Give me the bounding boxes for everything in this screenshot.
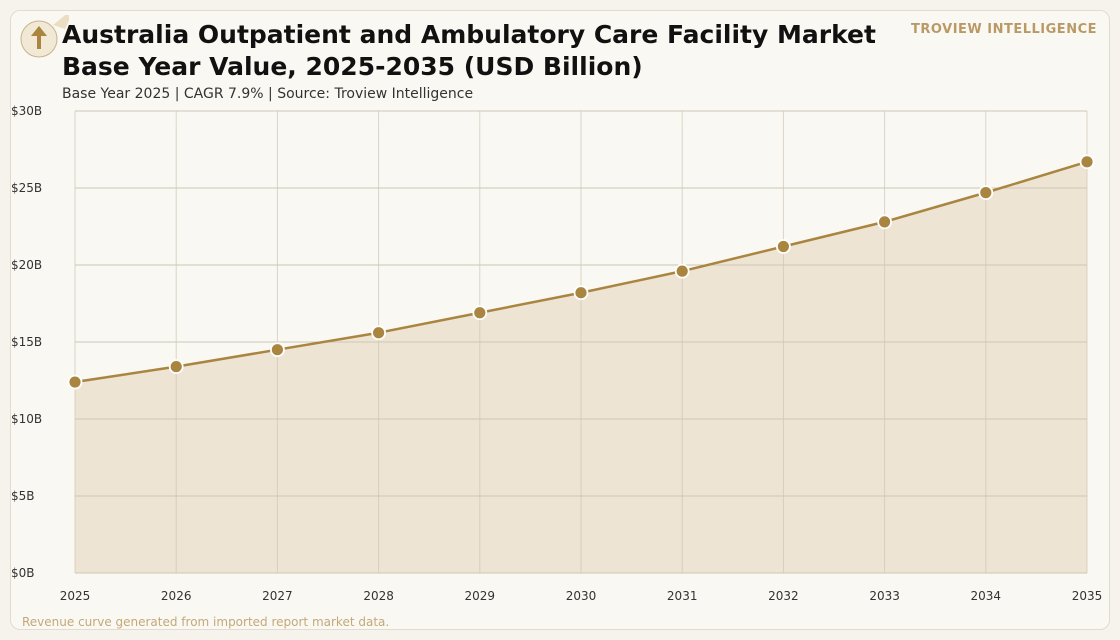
data-point — [269, 342, 285, 358]
data-point — [573, 285, 589, 301]
x-tick-label: 2029 — [465, 589, 496, 603]
chart-title-line-1: Australia Outpatient and Ambulatory Care… — [62, 20, 876, 49]
x-tick-label: 2034 — [971, 589, 1002, 603]
y-tick-label: $20B — [11, 258, 42, 272]
x-tick-label: 2031 — [667, 589, 698, 603]
data-point — [674, 263, 690, 279]
x-tick-label: 2026 — [161, 589, 192, 603]
data-point — [168, 359, 184, 375]
chart-title-line-2: Base Year Value, 2025-2035 (USD Billion) — [62, 52, 643, 81]
y-tick-label: $30B — [11, 104, 42, 118]
x-tick-label: 2030 — [566, 589, 597, 603]
area-chart: $0B $5B $10B $15B $20B $25B $30B 2025 2026 2027 20… — [11, 104, 1103, 603]
x-tick-label: 2027 — [262, 589, 293, 603]
data-point — [472, 305, 488, 321]
x-tick-label: 2025 — [60, 589, 91, 603]
x-tick-label: 2032 — [768, 589, 799, 603]
chart-subtitle: Base Year 2025 | CAGR 7.9% | Source: Tro… — [62, 86, 474, 102]
brand-label: TROVIEW INTELLIGENCE — [911, 22, 1097, 37]
y-tick-label: $5B — [11, 489, 35, 503]
data-point — [371, 325, 387, 341]
y-tick-label: $25B — [11, 181, 42, 195]
y-tick-label: $15B — [11, 335, 42, 349]
x-tick-label: 2035 — [1072, 589, 1103, 603]
data-point — [1079, 154, 1095, 170]
data-point — [978, 185, 994, 201]
y-tick-label: $0B — [11, 566, 35, 580]
x-tick-label: 2028 — [363, 589, 394, 603]
chart-title: Australia Outpatient and Ambulatory Care… — [62, 19, 922, 83]
footnote: Revenue curve generated from imported re… — [22, 615, 390, 629]
data-point — [776, 239, 791, 254]
x-tick-label: 2033 — [869, 589, 900, 603]
y-tick-label: $10B — [11, 412, 42, 426]
data-point — [877, 214, 892, 230]
data-point — [67, 374, 83, 390]
chart-card: Australia Outpatient and Ambulatory Care… — [10, 10, 1110, 630]
upward-arrow-icon — [20, 15, 69, 58]
